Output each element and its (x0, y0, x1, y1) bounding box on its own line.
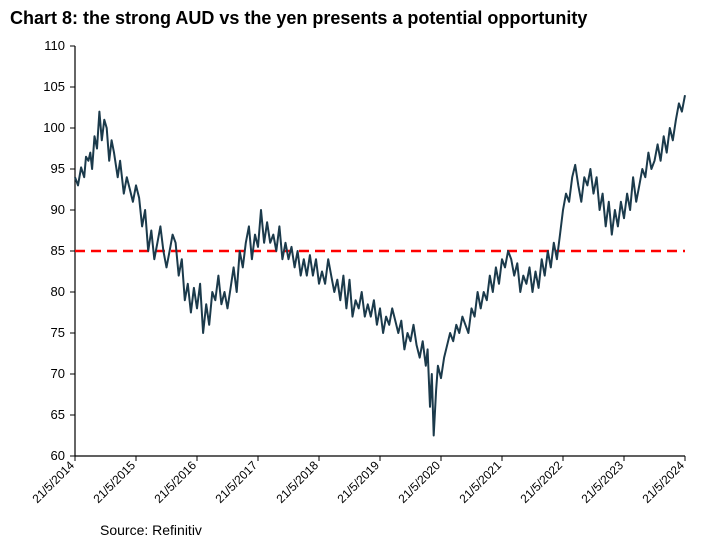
chart-container: Chart 8: the strong AUD vs the yen prese… (0, 0, 718, 546)
y-tick-label: 110 (44, 38, 65, 53)
x-tick-label: 21/5/2018 (273, 458, 321, 506)
y-tick-label: 75 (51, 325, 65, 340)
x-tick-label: 21/5/2020 (395, 458, 443, 506)
y-tick-label: 65 (51, 407, 65, 422)
x-tick-label: 21/5/2024 (639, 458, 687, 506)
chart-title: Chart 8: the strong AUD vs the yen prese… (10, 8, 587, 29)
x-tick-label: 21/5/2019 (334, 458, 382, 506)
x-tick-label: 21/5/2023 (578, 458, 626, 506)
x-tick-label: 21/5/2021 (456, 458, 504, 506)
y-tick-label: 100 (43, 120, 65, 135)
x-tick-label: 21/5/2017 (212, 458, 260, 506)
line-chart: 60 65 70 75 80 85 90 95 100 105 110 21/5/2014 21/5/2… (0, 36, 718, 516)
x-tick-label: 21/5/2016 (151, 458, 199, 506)
y-tick-label: 60 (51, 448, 65, 463)
y-tick-label: 80 (51, 284, 65, 299)
y-tick-label: 90 (51, 202, 65, 217)
y-tick-label: 85 (51, 243, 65, 258)
y-tick-label: 70 (51, 366, 65, 381)
y-tick-label: 105 (43, 79, 65, 94)
y-tick-label: 95 (51, 161, 65, 176)
x-tick-label: 21/5/2022 (517, 458, 565, 506)
x-tick-label: 21/5/2015 (90, 458, 138, 506)
source-label: Source: Refinitiv (100, 522, 202, 538)
data-series-line (75, 95, 685, 435)
x-tick-label: 21/5/2014 (29, 458, 77, 506)
